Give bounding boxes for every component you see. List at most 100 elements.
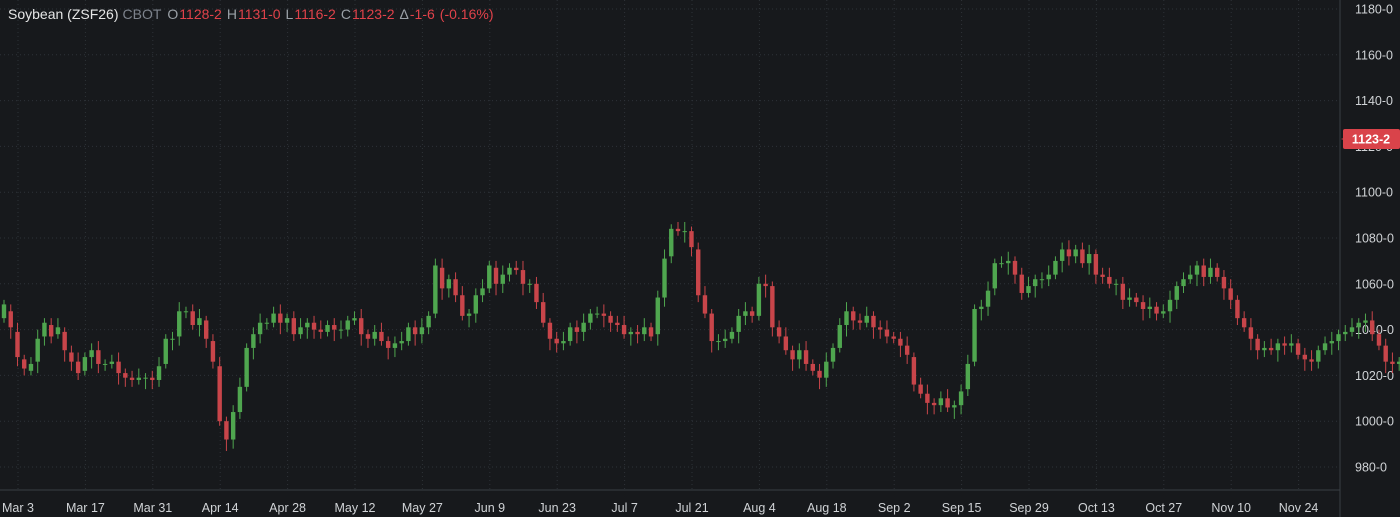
x-tick-label: Jul 21 [675, 501, 708, 515]
candle-body [257, 322, 263, 335]
change-percent: (-0.16%) [439, 6, 494, 22]
candle-body [1181, 279, 1186, 287]
x-tick-label: Sep 15 [942, 501, 982, 515]
candle-body [527, 283, 532, 285]
candle-body [264, 322, 270, 324]
change-value: -1-6 [409, 6, 435, 22]
candle-body [102, 363, 108, 365]
x-tick-label: Apr 28 [269, 501, 306, 515]
candle-body [48, 325, 54, 337]
candle-body [1053, 260, 1058, 275]
candle-body [628, 331, 634, 335]
candle-body [493, 267, 499, 284]
y-tick-label: 1020-0 [1355, 369, 1394, 383]
candle-body [655, 297, 660, 335]
candle-body [1268, 347, 1274, 351]
candle-body [1006, 260, 1011, 264]
candle-body [689, 231, 694, 248]
candle-body [1, 304, 7, 319]
candle-body [763, 283, 768, 287]
candle-body [1174, 286, 1179, 300]
x-tick-label: Mar 17 [66, 501, 105, 515]
candle-body [237, 386, 243, 413]
candle-body [797, 350, 802, 360]
candle-body [271, 313, 276, 323]
candle-body [669, 228, 674, 257]
candle-body [857, 320, 863, 323]
candle-body [621, 325, 627, 335]
candle-body [1019, 274, 1024, 293]
candle-body [851, 311, 856, 321]
candle-body [783, 336, 789, 351]
candle-body [55, 327, 61, 335]
y-tick-label: 1000-0 [1355, 415, 1394, 429]
candle-body [1026, 286, 1031, 293]
candle-body [298, 327, 303, 335]
candle-body [722, 338, 728, 342]
candle-body [541, 302, 546, 323]
candle-body [648, 327, 654, 337]
x-tick-label: Oct 13 [1078, 501, 1115, 515]
candle-body [183, 311, 189, 313]
candle-body [696, 249, 701, 296]
candle-body [1390, 361, 1395, 364]
candle-body [824, 361, 829, 378]
high-label: H [226, 6, 237, 22]
candle-body [1107, 276, 1112, 284]
candle-body [116, 361, 121, 374]
candle-body [129, 377, 135, 380]
candle-body [985, 290, 991, 307]
x-tick-label: Jun 23 [538, 501, 576, 515]
candle-body [379, 331, 384, 342]
change-label: Δ [399, 6, 409, 22]
candle-body [1201, 265, 1206, 277]
candle-body [952, 405, 957, 408]
candle-body [204, 320, 209, 339]
candle-body [675, 228, 681, 232]
symbol-name: Soybean (ZSF26) [8, 6, 119, 22]
candle-body [999, 263, 1004, 265]
candle-body [554, 338, 559, 344]
candle-body [96, 350, 101, 364]
x-tick-label: Jun 9 [475, 501, 506, 515]
candle-body [170, 338, 175, 340]
candle-body [1147, 306, 1152, 309]
candle-body [1080, 249, 1085, 264]
low-label: L [285, 6, 294, 22]
candle-body [608, 315, 613, 323]
candle-body [433, 265, 438, 314]
x-tick-label: Aug 4 [743, 501, 776, 515]
candle-body [1113, 283, 1119, 285]
candle-body [938, 398, 944, 406]
candle-body [1235, 299, 1240, 319]
chart-legend-header: Soybean (ZSF26) CBOT O1128-2 H1131-0 L1116-2… [8, 6, 494, 22]
candle-body [466, 313, 472, 316]
candle-body [884, 329, 890, 337]
candle-body [891, 336, 896, 339]
candle-body [251, 334, 256, 348]
candle-body [1302, 354, 1308, 360]
last-price-label: 1123-2 [1352, 132, 1390, 146]
candle-body [992, 263, 997, 289]
candle-body [332, 325, 337, 330]
candle-body [291, 318, 297, 335]
open-label: O [167, 6, 179, 22]
x-tick-label: Mar 3 [2, 501, 34, 515]
candle-body [210, 341, 216, 362]
low-value: 1116-2 [294, 6, 336, 22]
candle-body [1194, 265, 1200, 275]
candle-body [1262, 347, 1267, 351]
candle-body [487, 265, 492, 289]
candle-body [224, 421, 229, 440]
candle-body [1066, 249, 1072, 257]
candle-body [1255, 338, 1260, 351]
candle-body [1161, 311, 1166, 314]
candle-body [426, 315, 431, 328]
candle-body [28, 363, 34, 371]
candle-body [871, 315, 876, 328]
candle-body [338, 329, 344, 331]
candle-body [1241, 318, 1247, 328]
candle-body [736, 315, 741, 332]
